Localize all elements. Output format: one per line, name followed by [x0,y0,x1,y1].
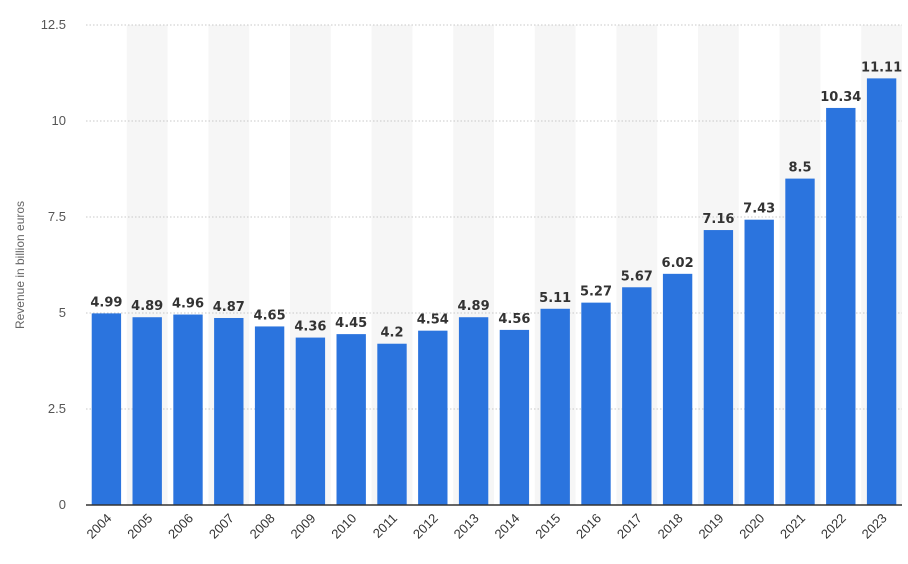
bars [91,78,897,506]
data-label: 4.87 [213,300,245,315]
y-tick-label: 10 [52,113,66,128]
data-label: 4.36 [294,320,326,335]
bar [458,317,489,505]
bar [295,337,326,505]
x-tick-label: 2016 [573,511,604,542]
x-tick-label: 2010 [328,511,359,542]
data-label: 11.11 [861,60,902,75]
data-label: 4.99 [90,295,122,310]
x-tick-label: 2011 [370,511,400,541]
bar [785,178,815,505]
x-tick-label: 2021 [777,511,808,542]
x-tick-label: 2018 [655,511,686,542]
data-label: 5.27 [580,285,612,300]
bar [826,107,856,505]
bar [214,317,244,505]
data-labels: 4.99 4.89 4.96 4.87 4.65 4.36 4.45 4.2 4.54 4.89 4… [90,60,902,340]
x-tick-label: 2013 [451,511,482,542]
y-axis-ticks: 0 2.5 5 7.5 10 12.5 [41,17,66,512]
bar [581,302,611,505]
bar [418,330,448,505]
x-tick-label: 2008 [247,511,278,542]
bar [540,308,570,505]
bar [622,287,652,505]
bar [132,317,162,505]
data-label: 4.54 [417,313,449,328]
y-tick-label: 12.5 [41,17,66,32]
bar [91,313,122,505]
x-tick-label: 2012 [410,511,441,542]
bar [866,78,897,505]
x-tick-label: 2006 [165,511,196,542]
data-label: 6.02 [662,256,694,271]
x-axis-ticks: 2004 2005 2006 2007 2008 2009 2010 2011 2012 2013… [83,511,889,542]
data-label: 4.65 [254,308,286,323]
data-label: 4.89 [131,299,163,314]
y-tick-label: 5 [59,305,66,320]
data-label: 8.5 [788,161,811,176]
x-tick-label: 2015 [532,511,563,542]
x-tick-label: 2007 [206,511,237,542]
x-tick-label: 2004 [83,511,114,542]
bar [703,230,734,505]
bar [336,334,366,505]
x-tick-label: 2020 [736,511,767,542]
y-tick-label: 7.5 [48,209,66,224]
x-tick-label: 2017 [614,511,645,542]
y-tick-label: 2.5 [48,401,66,416]
data-label: 7.43 [743,202,775,217]
data-label: 10.34 [820,90,861,105]
x-tick-label: 2022 [818,511,849,542]
x-tick-label: 2023 [859,511,890,542]
bar [662,273,693,505]
x-tick-label: 2009 [287,511,318,542]
y-tick-label: 0 [59,497,66,512]
x-tick-label: 2005 [124,511,155,542]
data-label: 4.56 [498,312,530,327]
x-tick-label: 2014 [491,511,522,542]
data-label: 4.89 [458,299,490,314]
bar [254,326,285,505]
bar [377,343,407,505]
data-label: 7.16 [702,212,734,227]
data-label: 5.11 [539,291,571,306]
bar [173,314,203,505]
y-axis-title: Revenue in billion euros [13,201,27,329]
data-label: 4.96 [172,297,204,312]
data-label: 5.67 [621,269,653,284]
data-label: 4.2 [380,326,403,341]
bar [744,219,774,506]
data-label: 4.45 [335,316,367,331]
bar [499,329,530,505]
x-tick-label: 2019 [695,511,726,542]
